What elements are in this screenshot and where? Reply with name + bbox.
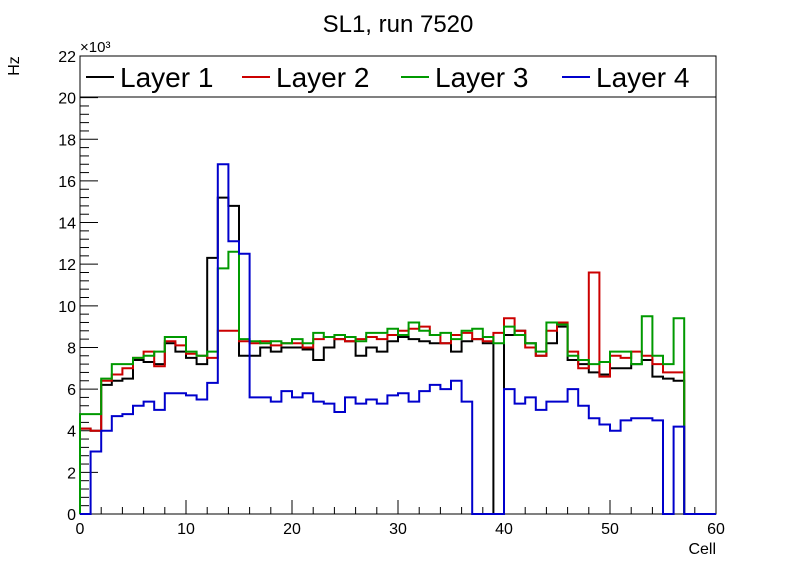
x-tick-label: 20 bbox=[283, 521, 301, 538]
x-tick-label: 0 bbox=[76, 521, 85, 538]
y-tick-label: 8 bbox=[67, 340, 76, 357]
y-tick-label: 2 bbox=[67, 465, 76, 482]
legend-label: Layer 2 bbox=[276, 62, 369, 93]
x-tick-label: 60 bbox=[707, 521, 725, 538]
axis-ticks: 0 2 4 6 8 10 12 14 16 18 20 22 0 10 20 30 40 50 60 bbox=[58, 49, 725, 538]
x-tick-label: 50 bbox=[601, 521, 619, 538]
y-tick-label: 18 bbox=[58, 132, 76, 149]
y-tick-label: 22 bbox=[58, 49, 76, 66]
legend-label: Layer 4 bbox=[596, 62, 689, 93]
y-axis-label: Hz bbox=[6, 56, 23, 76]
y-tick-label: 20 bbox=[58, 91, 76, 108]
legend: Layer 1 Layer 2 Layer 3 Layer 4 bbox=[86, 62, 689, 93]
data-series bbox=[79, 163, 716, 515]
y-tick-label: 10 bbox=[58, 299, 76, 316]
legend-label: Layer 1 bbox=[120, 62, 213, 93]
x-tick-label: 40 bbox=[495, 521, 513, 538]
x-axis-label: Cell bbox=[688, 541, 716, 558]
y-tick-label: 16 bbox=[58, 174, 76, 191]
y-tick-label: 6 bbox=[67, 382, 76, 399]
plot-frame bbox=[79, 55, 717, 515]
series-line-layer-3 bbox=[79, 250, 716, 515]
legend-box bbox=[79, 55, 717, 98]
y-tick-label: 4 bbox=[67, 424, 76, 441]
series-line-layer-4 bbox=[80, 163, 716, 515]
y-tick-label: 12 bbox=[58, 257, 76, 274]
series-line-layer-2 bbox=[79, 271, 716, 515]
x-tick-label: 10 bbox=[177, 521, 195, 538]
x-tick-label: 30 bbox=[389, 521, 407, 538]
chart-title: SL1, run 7520 bbox=[323, 11, 474, 38]
y-tick-label: 0 bbox=[67, 507, 76, 524]
legend-label: Layer 3 bbox=[435, 62, 528, 93]
y-tick-label: 14 bbox=[58, 216, 76, 233]
y-multiplier: ×10³ bbox=[80, 39, 110, 56]
